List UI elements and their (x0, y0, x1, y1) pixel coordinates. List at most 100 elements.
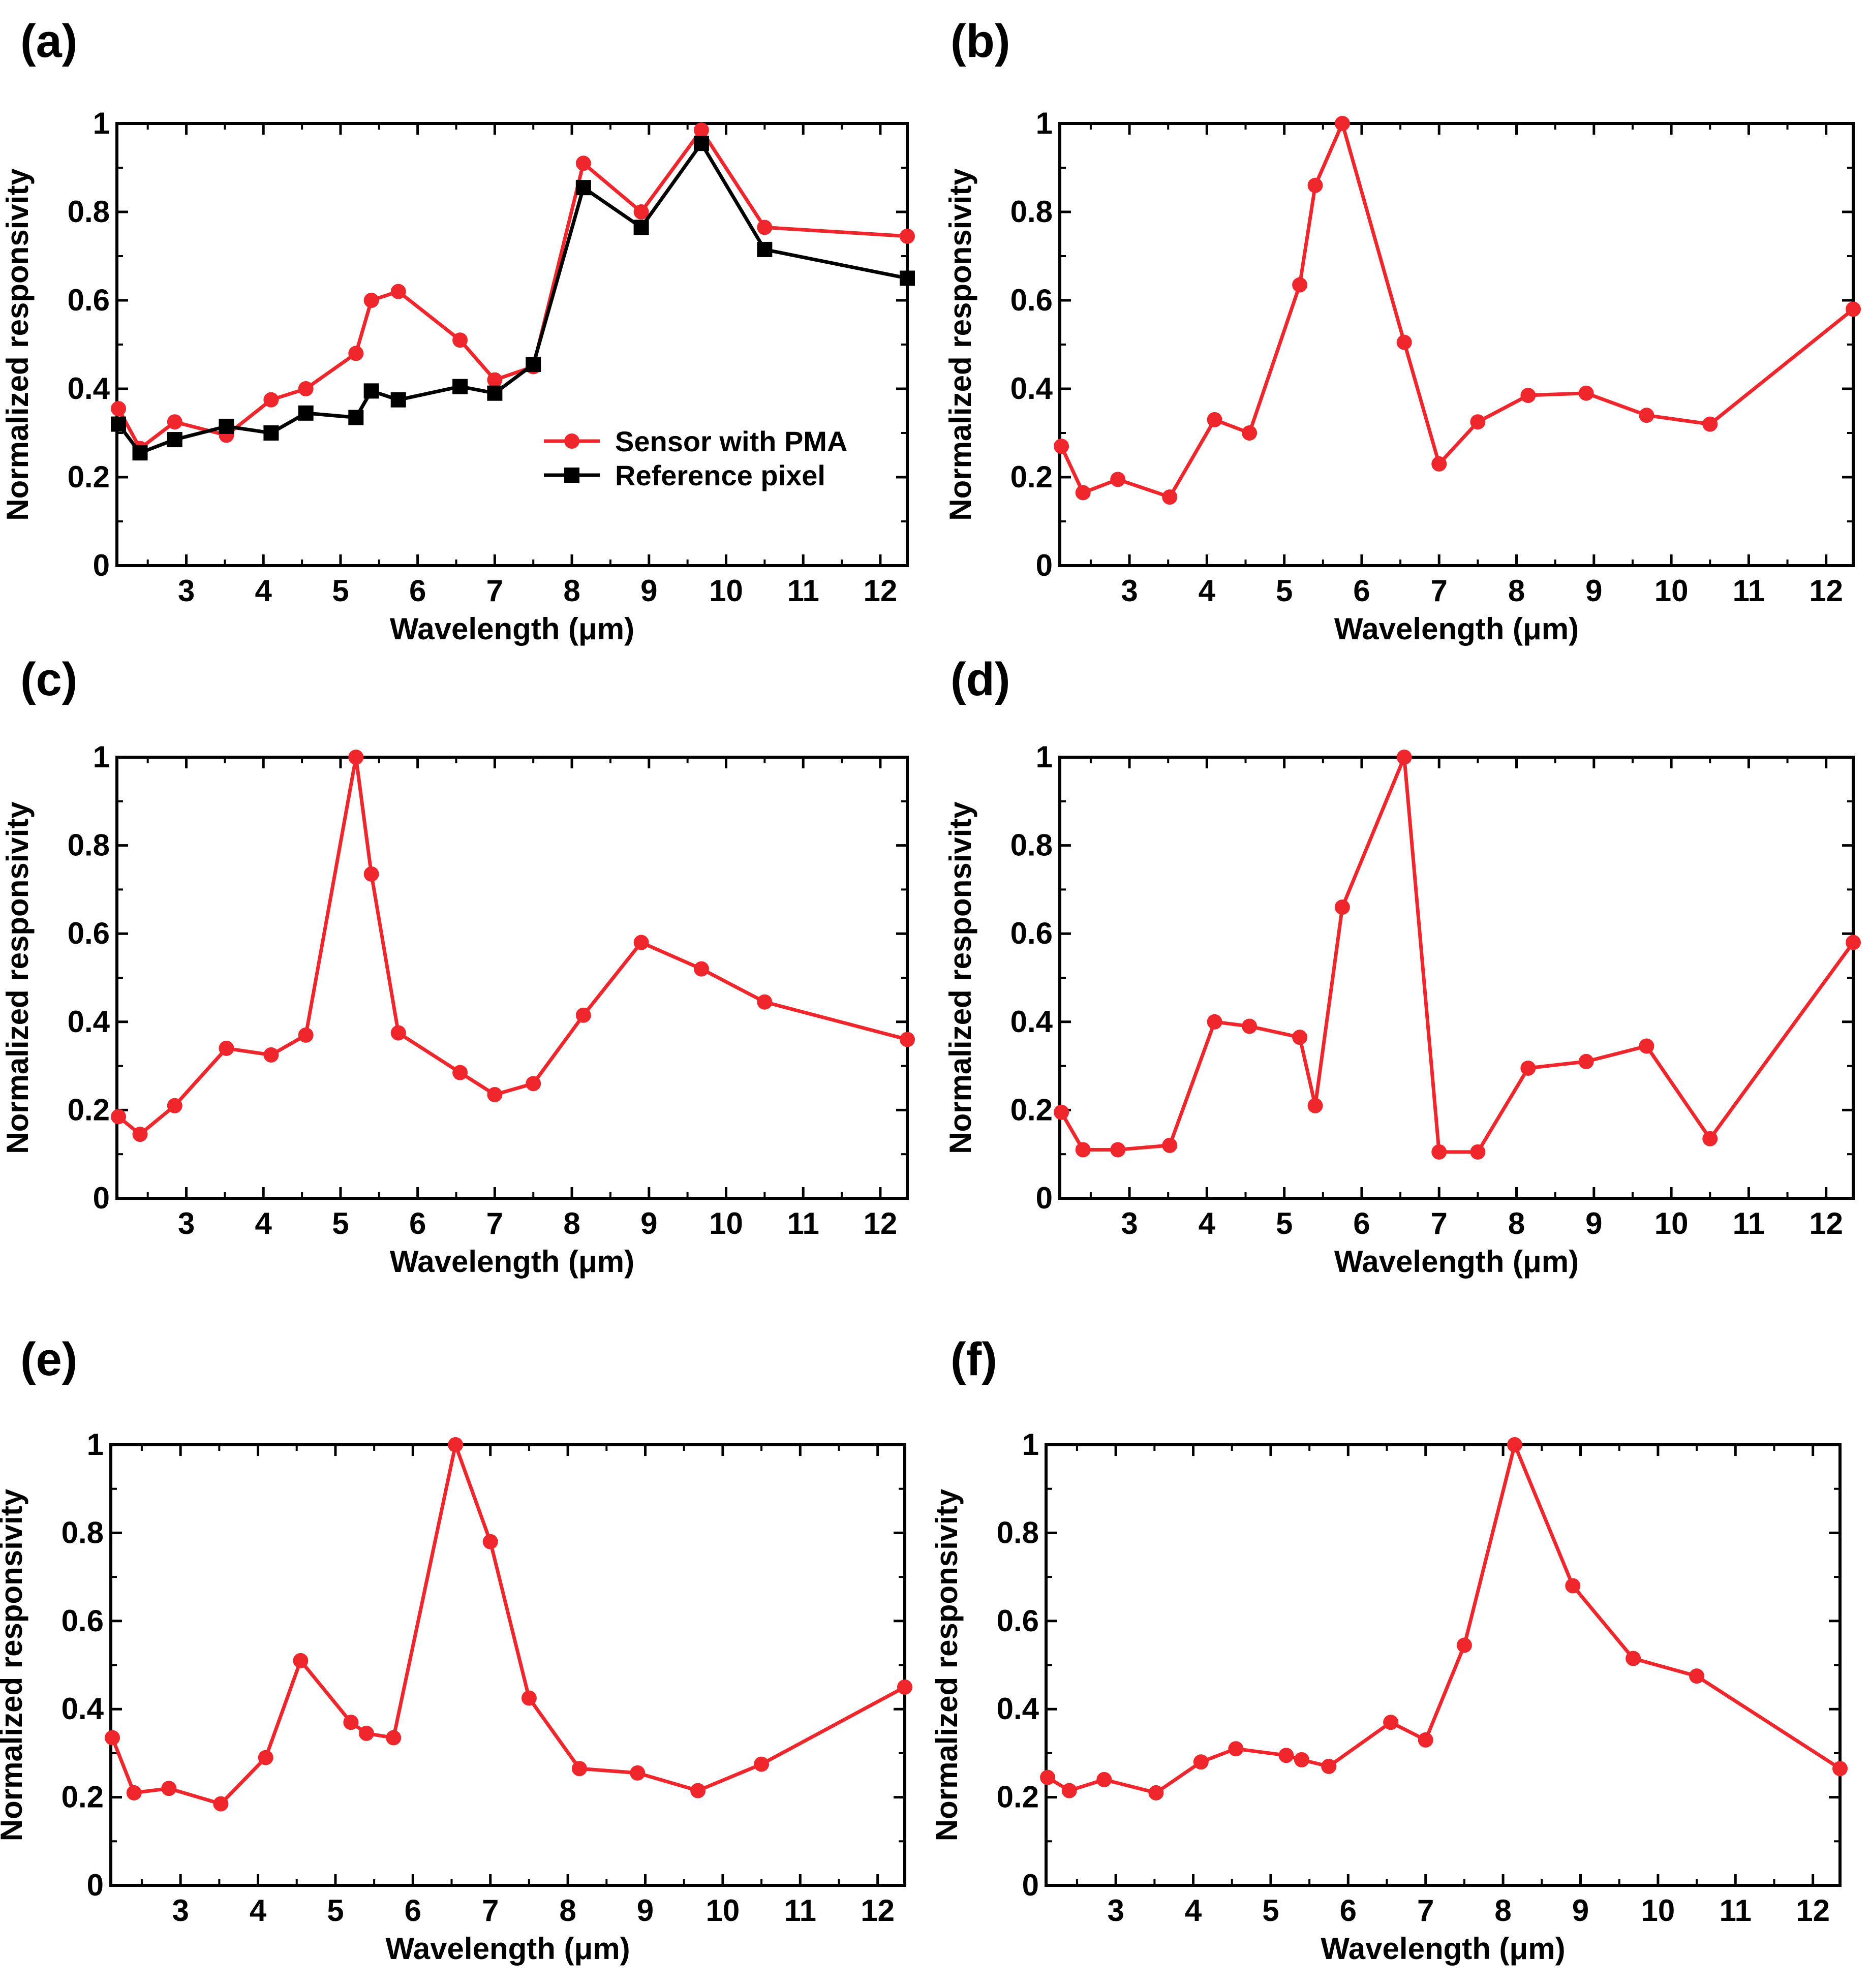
x-tick-label: 3 (178, 574, 195, 608)
x-tick-label: 3 (1121, 574, 1138, 608)
data-point-sensor (1162, 1137, 1178, 1153)
data-point-sensor (1207, 1014, 1222, 1030)
data-point-reference (390, 392, 406, 408)
data-point-sensor (1321, 1758, 1337, 1774)
y-tick-label: 0.8 (68, 195, 110, 229)
y-tick-label: 0 (93, 1181, 110, 1215)
y-tick-label: 1 (93, 740, 110, 774)
y-tick-label: 1 (1036, 106, 1053, 140)
data-point-sensor (219, 1040, 234, 1056)
data-point-sensor (571, 1761, 587, 1777)
y-axis-label: Normalized responsivity (930, 1488, 964, 1841)
data-point-sensor (258, 1750, 273, 1765)
x-axis-label: Wavelength (μm) (390, 612, 634, 646)
data-point-sensor (1846, 301, 1861, 317)
data-point-sensor (1334, 899, 1350, 915)
data-point-sensor (161, 1781, 177, 1796)
data-point-sensor (1702, 1131, 1718, 1146)
data-point-sensor (1520, 388, 1536, 403)
x-tick-label: 9 (640, 1206, 657, 1240)
data-point-sensor (1307, 1098, 1323, 1113)
panel-label: (c) (20, 654, 77, 705)
x-tick-label: 6 (409, 574, 426, 608)
x-tick-label: 7 (482, 1893, 499, 1928)
x-tick-label: 6 (1340, 1893, 1357, 1928)
data-point-sensor (386, 1730, 402, 1746)
x-tick-label: 8 (563, 1206, 580, 1240)
data-point-sensor (213, 1796, 229, 1812)
y-tick-label: 0.6 (68, 283, 110, 317)
y-tick-label: 0.2 (68, 460, 110, 494)
x-tick-label: 7 (486, 574, 503, 608)
data-point-sensor (448, 1437, 464, 1452)
x-tick-label: 10 (1641, 1893, 1675, 1928)
data-point-sensor (487, 1087, 503, 1103)
x-tick-label: 4 (255, 1206, 272, 1240)
x-tick-label: 3 (178, 1206, 195, 1240)
data-point-sensor (348, 750, 364, 765)
data-point-sensor (900, 228, 915, 244)
x-tick-label: 12 (1809, 1206, 1843, 1240)
x-tick-label: 10 (1654, 1206, 1689, 1240)
legend-entry: Reference pixel (615, 459, 825, 491)
data-point-sensor (633, 204, 649, 220)
y-tick-label: 0.6 (1010, 283, 1053, 317)
x-tick-label: 3 (1121, 1206, 1138, 1240)
y-tick-label: 0.8 (997, 1515, 1039, 1549)
y-axis-label: Normalized responsivity (0, 1488, 28, 1841)
data-point-sensor (263, 1047, 279, 1063)
y-tick-label: 0 (1036, 548, 1053, 582)
data-point-sensor (1292, 277, 1308, 293)
x-tick-label: 4 (1185, 1893, 1202, 1928)
data-point-sensor (105, 1730, 120, 1746)
x-tick-label: 3 (172, 1893, 189, 1928)
y-tick-label: 0.4 (62, 1692, 104, 1726)
data-point-sensor (1639, 408, 1654, 423)
x-tick-label: 11 (784, 1893, 816, 1928)
data-point-reference (633, 220, 649, 235)
x-tick-label: 12 (864, 574, 898, 608)
chart-panel-e: (e) 3 4 5 6 7 8 9 10 11 12 0 0.2 0.4 0.6 0.8 1 Wavelength… (0, 1333, 912, 1966)
x-tick-label: 7 (1431, 1206, 1448, 1240)
chart-panel-f: (f) 3 4 5 6 7 8 9 10 11 12 0 0.2 0.4 0.6 0.8 1 Wavelength… (930, 1333, 1848, 1966)
y-tick-label: 0.4 (68, 371, 110, 406)
x-tick-label: 12 (1809, 574, 1843, 608)
data-point-sensor (1702, 416, 1718, 432)
data-point-sensor (263, 392, 279, 408)
data-point-reference (757, 241, 773, 257)
data-point-reference (167, 432, 182, 448)
y-tick-label: 0.8 (68, 828, 110, 862)
data-point-sensor (1431, 456, 1447, 472)
y-tick-label: 0.4 (68, 1005, 110, 1039)
x-tick-label: 9 (1572, 1893, 1589, 1928)
y-tick-label: 0.6 (1010, 916, 1053, 950)
y-tick-label: 0 (87, 1868, 104, 1902)
data-point-sensor (390, 284, 406, 299)
x-tick-label: 12 (864, 1206, 898, 1240)
data-point-sensor (126, 1785, 142, 1800)
data-point-sensor (1578, 1053, 1594, 1069)
data-point-sensor (693, 122, 709, 138)
data-point-sensor (111, 401, 127, 417)
y-axis-label: Normalized responsivity (943, 168, 977, 521)
x-tick-label: 5 (1276, 1206, 1293, 1240)
x-axis-label: Wavelength (μm) (1334, 612, 1579, 646)
x-tick-label: 7 (1417, 1893, 1434, 1928)
data-point-sensor (1431, 1144, 1447, 1160)
panel-label: (b) (951, 15, 1010, 67)
data-point-sensor (1470, 414, 1486, 430)
y-tick-label: 1 (1022, 1427, 1039, 1462)
data-point-sensor (1520, 1060, 1536, 1076)
x-tick-label: 9 (637, 1893, 654, 1928)
data-point-sensor (482, 1534, 498, 1549)
x-tick-label: 5 (332, 1206, 349, 1240)
y-tick-label: 0.6 (997, 1604, 1039, 1638)
data-point-sensor (1418, 1732, 1433, 1748)
y-tick-label: 0.2 (997, 1780, 1039, 1814)
data-point-reference (348, 410, 364, 425)
legend-entry: Sensor with PMA (615, 425, 847, 457)
data-point-sensor (1193, 1754, 1209, 1770)
y-axis-label: Normalized responsivity (943, 801, 977, 1154)
y-tick-label: 0.6 (62, 1604, 104, 1638)
